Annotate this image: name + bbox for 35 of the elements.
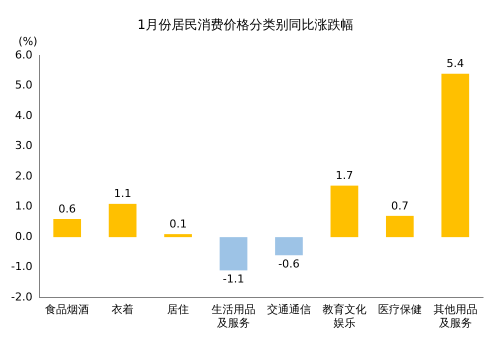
data-label: -1.1 <box>222 272 244 286</box>
y-tick-label: -1.0 <box>10 260 32 274</box>
data-label: -0.6 <box>278 258 300 271</box>
x-tick-label: 居住 <box>167 303 190 316</box>
bar <box>275 237 303 256</box>
x-tick-label: 交通通信 <box>266 303 311 316</box>
x-tick-label: 教育文化娱乐 <box>322 303 366 330</box>
y-axis-title: (%) <box>18 34 38 48</box>
bar <box>441 74 470 238</box>
chart-title: 1月份居民消费价格分类别同比涨跌幅 <box>137 18 354 34</box>
y-tick-label: 3.0 <box>14 139 32 152</box>
data-label: 1.7 <box>336 169 354 182</box>
x-tick-label: 衣着 <box>112 303 134 316</box>
x-tick-label: 其他用品及服务 <box>433 303 478 330</box>
bar <box>220 237 248 270</box>
y-tick-label: 1.0 <box>14 200 32 213</box>
data-label: 1.1 <box>114 187 132 200</box>
bar <box>386 216 414 238</box>
x-tick-label: 食品烟酒 <box>45 303 90 316</box>
y-tick-label: 5.0 <box>14 78 32 92</box>
y-tick-label: 0.0 <box>14 230 32 243</box>
bar <box>53 218 82 238</box>
y-tick-label: 2.0 <box>14 169 32 182</box>
data-label: 0.7 <box>391 199 409 212</box>
data-label: 5.4 <box>446 57 464 70</box>
bar <box>108 204 136 238</box>
bar <box>330 186 358 238</box>
y-tick-label: -2.0 <box>10 290 32 304</box>
y-tick-label: 6.0 <box>14 48 32 62</box>
bar <box>164 234 192 238</box>
data-label: 0.1 <box>169 217 187 230</box>
data-label: 0.6 <box>58 202 76 216</box>
x-tick-label: 医疗保健 <box>378 303 422 316</box>
x-tick-label: 生活用品及服务 <box>212 303 256 330</box>
y-tick-label: 4.0 <box>14 108 32 122</box>
